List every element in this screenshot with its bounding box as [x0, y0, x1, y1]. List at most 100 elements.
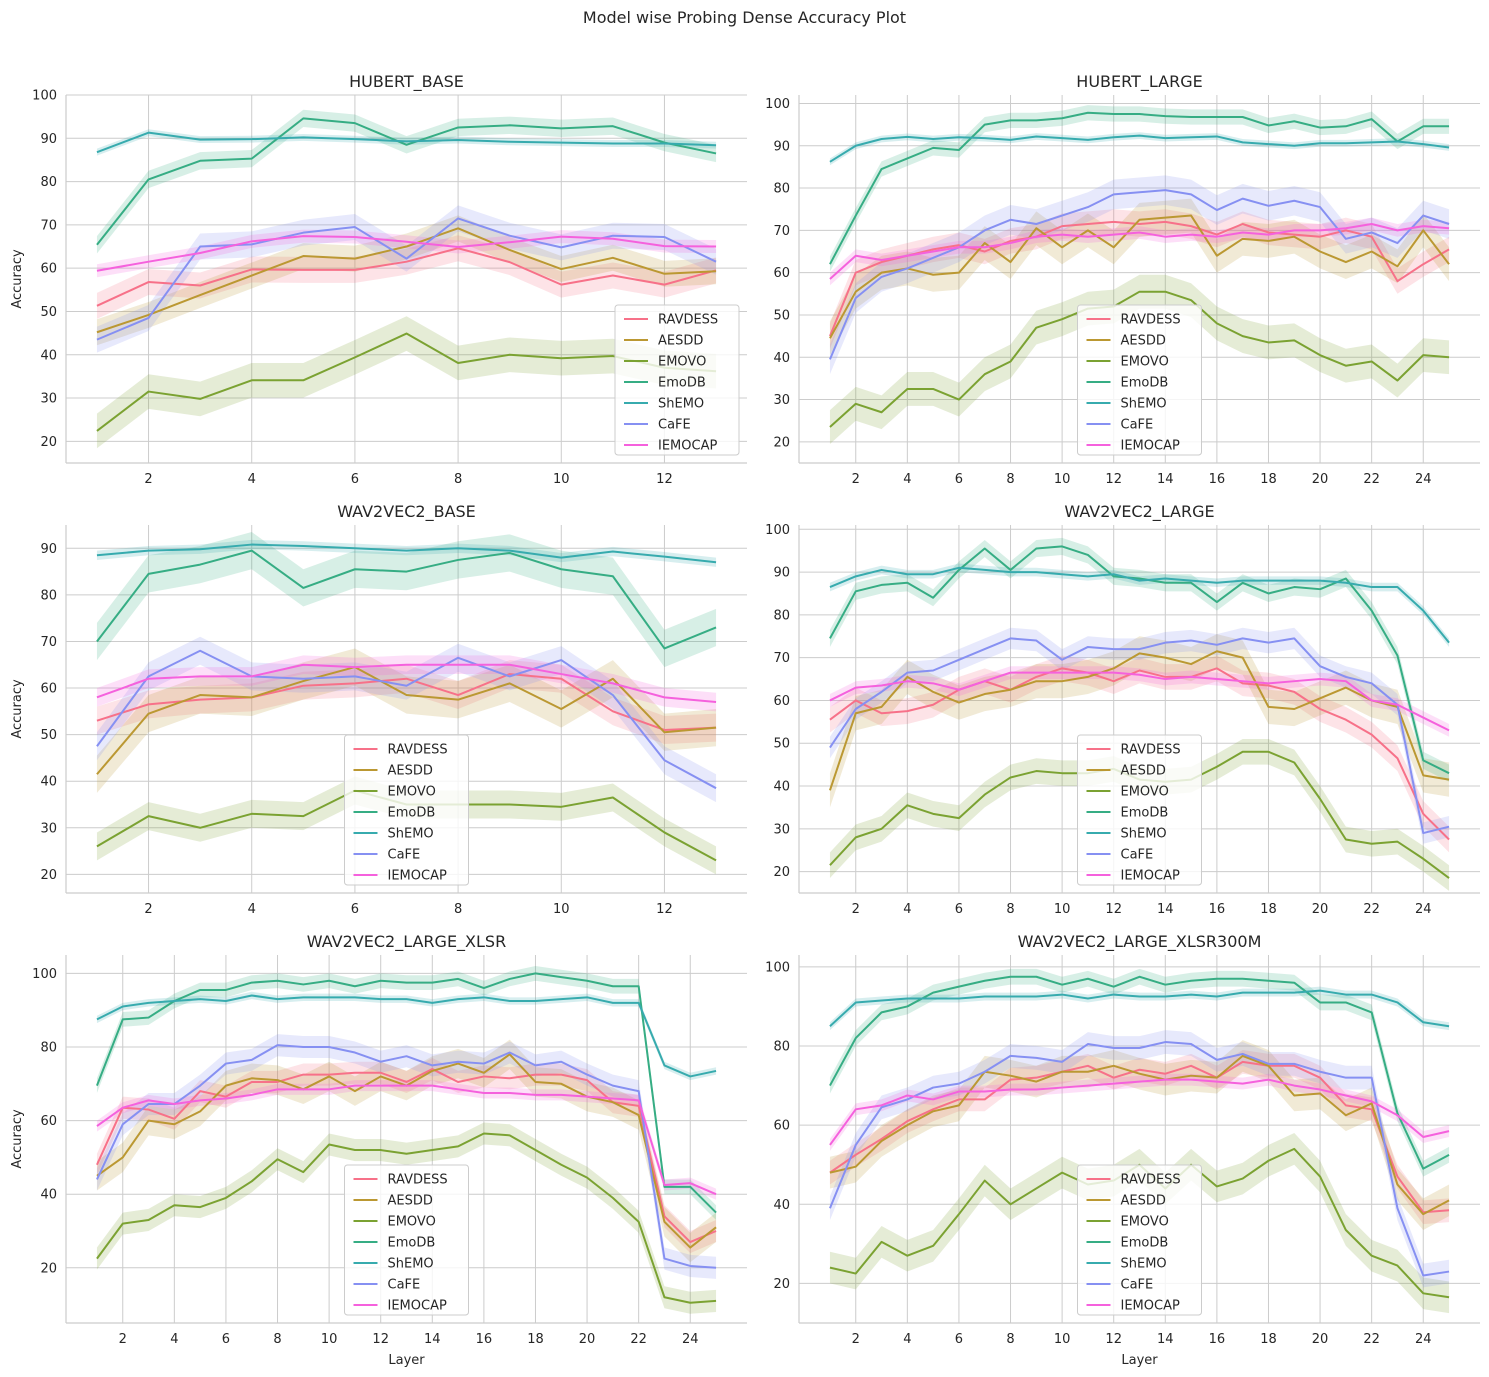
y-tick-label: 40: [773, 1198, 790, 1213]
y-tick-label: 20: [40, 435, 57, 450]
x-tick-label: 2: [119, 1332, 127, 1347]
confidence-band-ravdess: [96, 660, 717, 744]
legend: RAVDESS AESDD EMOVO EmoDB ShEMO CaFE IEMOCAP: [1077, 304, 1202, 456]
series-line-emodb: [829, 111, 1450, 265]
legend-frame: [1077, 304, 1202, 456]
y-tick-label: 90: [40, 542, 57, 557]
subplot-title: WAV2VEC2_LARGE_XLSR300M: [1018, 932, 1262, 952]
y-tick-label: 30: [40, 821, 57, 836]
series-line-cafe: [829, 189, 1450, 360]
x-tick-label: 6: [955, 902, 963, 917]
x-tick-label: 14: [1157, 1332, 1174, 1347]
subplot-wav2vec2-large: 2 4 6 8 10 12 14 16 18 20 22 242030405060708090100W…: [765, 502, 1480, 917]
x-tick-label: 4: [903, 902, 911, 917]
series-line-shemo: [829, 566, 1450, 644]
x-tick-label: 24: [1415, 902, 1432, 917]
y-tick-label: 100: [32, 89, 57, 104]
x-tick-label: 12: [656, 902, 673, 917]
confidence-band-emodb: [96, 109, 717, 254]
subplot-title: WAV2VEC2_LARGE: [1064, 502, 1214, 522]
legend-label-emodb: EmoDB: [658, 376, 706, 391]
series-line-cafe: [96, 217, 717, 341]
series-line-iemocap: [829, 671, 1450, 732]
legend-label-iemocap: IEMOCAP: [1121, 1299, 1180, 1314]
legend-label-emovo: EMOVO: [1121, 355, 1169, 370]
legend-label-aesdd: AESDD: [1121, 1194, 1166, 1209]
legend-label-emovo: EMOVO: [388, 785, 436, 800]
subplot-title: HUBERT_LARGE: [1076, 72, 1202, 92]
subplot-title: WAV2VEC2_BASE: [337, 502, 476, 522]
x-tick-label: 4: [170, 1332, 178, 1347]
series-line-iemocap: [96, 663, 717, 704]
series-line-ravdess: [829, 1060, 1450, 1214]
x-tick-label: 18: [1260, 472, 1277, 487]
confidence-band-aesdd: [829, 1040, 1450, 1231]
x-tick-label: 8: [1006, 1332, 1014, 1347]
plot-area: [96, 109, 717, 449]
y-tick-label: 90: [773, 566, 790, 581]
legend-label-emovo: EMOVO: [658, 355, 706, 370]
y-tick-label: 80: [40, 588, 57, 603]
legend: RAVDESS AESDD EMOVO EmoDB ShEMO CaFE IEMOCAP: [614, 304, 740, 456]
legend-label-iemocap: IEMOCAP: [1121, 439, 1180, 454]
legend: RAVDESS AESDD EMOVO EmoDB ShEMO CaFE IEMOCAP: [1077, 734, 1202, 886]
subplot-title: WAV2VEC2_LARGE_XLSR: [307, 932, 506, 952]
x-tick-label: 16: [1209, 1332, 1226, 1347]
x-tick-label: 12: [1105, 472, 1122, 487]
y-tick-label: 40: [773, 351, 790, 366]
x-tick-label: 24: [1415, 1332, 1432, 1347]
legend-label-shemo: ShEMO: [1121, 397, 1167, 412]
x-tick-label: 6: [955, 1332, 963, 1347]
series-line-cafe: [96, 649, 717, 790]
y-tick-label: 40: [40, 348, 57, 363]
series-line-ravdess: [96, 247, 717, 307]
x-tick-label: 18: [1260, 1332, 1277, 1347]
x-tick-label: 14: [1157, 902, 1174, 917]
x-tick-label: 16: [476, 1332, 493, 1347]
y-tick-label: 40: [773, 780, 790, 795]
legend-frame: [344, 734, 469, 886]
legend-label-ravdess: RAVDESS: [388, 1173, 448, 1188]
confidence-band-ravdess: [829, 1049, 1450, 1225]
x-tick-label: 8: [273, 1332, 281, 1347]
confidence-band-shemo: [96, 991, 717, 1081]
plot-area: [96, 531, 717, 875]
confidence-band-cafe: [829, 175, 1450, 375]
x-tick-label: 8: [454, 902, 462, 917]
x-tick-label: 10: [553, 472, 570, 487]
y-tick-label: 60: [40, 262, 57, 277]
subplot-hubert-base: 2 4 6 8 10 12 20 30 40 50 60 70 80 90 100 HUBERT_BASE Ac…: [10, 72, 747, 487]
y-tick-label: 80: [40, 1041, 57, 1056]
series-line-shemo: [96, 994, 717, 1078]
y-tick-label: 60: [773, 266, 790, 281]
legend-label-emovo: EMOVO: [388, 1215, 436, 1230]
legend-label-cafe: CaFE: [388, 848, 421, 863]
y-tick-label: 50: [40, 305, 57, 320]
series-line-ravdess: [829, 667, 1450, 841]
y-tick-label: 100: [765, 523, 790, 538]
confidence-band-ravdess: [829, 655, 1450, 853]
legend-label-emodb: EmoDB: [1121, 376, 1169, 391]
subplot-wav2vec2-base: 2 4 6 8 10 12 20 30 40 50 60 70 80 90 WAV2VEC2_BASE Acc…: [10, 502, 747, 917]
x-tick-label: 8: [1006, 902, 1014, 917]
series-line-aesdd: [829, 1054, 1450, 1216]
x-tick-label: 22: [1363, 902, 1380, 917]
confidence-band-emovo: [96, 316, 717, 449]
legend-label-cafe: CaFE: [1121, 1278, 1154, 1293]
x-tick-label: 18: [527, 1332, 544, 1347]
subplot-title: HUBERT_BASE: [349, 72, 464, 92]
y-tick-label: 80: [773, 1040, 790, 1055]
series-line-emodb: [96, 972, 717, 1214]
legend-label-cafe: CaFE: [1121, 418, 1154, 433]
confidence-band-emovo: [96, 1122, 717, 1314]
x-tick-label: 10: [553, 902, 570, 917]
y-tick-label: 100: [765, 960, 790, 975]
series-line-emodb: [829, 975, 1450, 1170]
subplot-wav2vec2-large-xlsr300m: 2 4 6 8 10 12 14 16 18 20 22 2420406080100WAV2VEC2_…: [765, 932, 1480, 1368]
x-tick-label: 10: [1054, 472, 1071, 487]
legend-frame: [1077, 734, 1202, 886]
confidence-band-cafe: [96, 636, 717, 803]
y-tick-label: 30: [40, 392, 57, 407]
series-line-emodb: [829, 545, 1450, 775]
x-tick-label: 22: [1363, 1332, 1380, 1347]
